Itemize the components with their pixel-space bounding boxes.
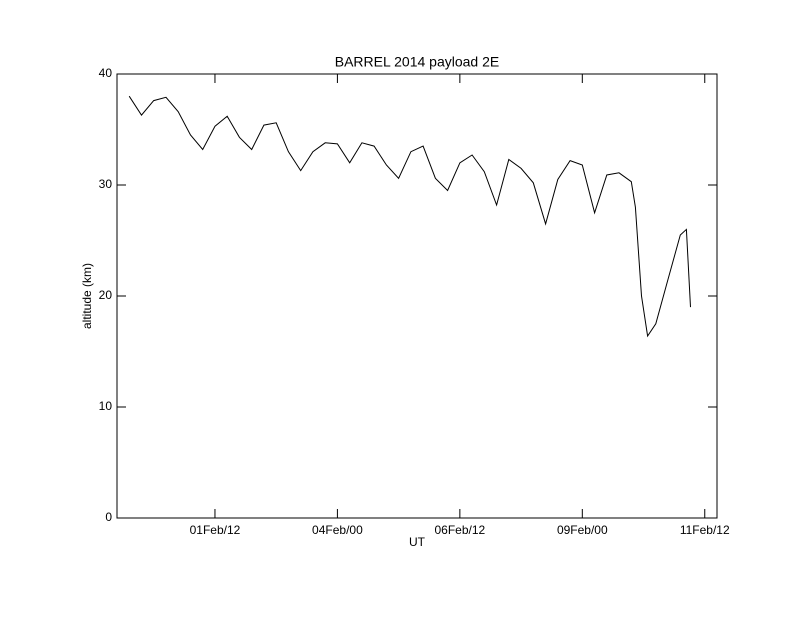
x-tick-label: 11Feb/12	[680, 523, 730, 537]
y-tick-label: 30	[99, 177, 113, 191]
x-tick-label: 01Feb/12	[190, 523, 241, 537]
y-axis-label: altitude (km)	[80, 263, 94, 329]
x-tick-label: 06Feb/12	[434, 523, 485, 537]
y-tick-label: 0	[105, 510, 112, 524]
data-line	[128, 95, 691, 338]
x-tick-label: 04Feb/00	[312, 523, 363, 537]
y-tick-label: 10	[99, 399, 113, 413]
chart-title: BARREL 2014 payload 2E	[335, 54, 499, 70]
y-tick-label: 20	[99, 288, 113, 302]
x-tick-label: 09Feb/00	[557, 523, 608, 537]
x-axis-label: UT	[409, 535, 426, 549]
y-tick-label: 40	[99, 66, 113, 80]
